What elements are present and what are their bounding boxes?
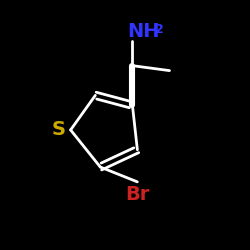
Text: S: S <box>51 120 65 140</box>
Text: 2: 2 <box>155 23 164 36</box>
Text: Br: Br <box>125 185 150 204</box>
Text: NH: NH <box>128 22 160 40</box>
